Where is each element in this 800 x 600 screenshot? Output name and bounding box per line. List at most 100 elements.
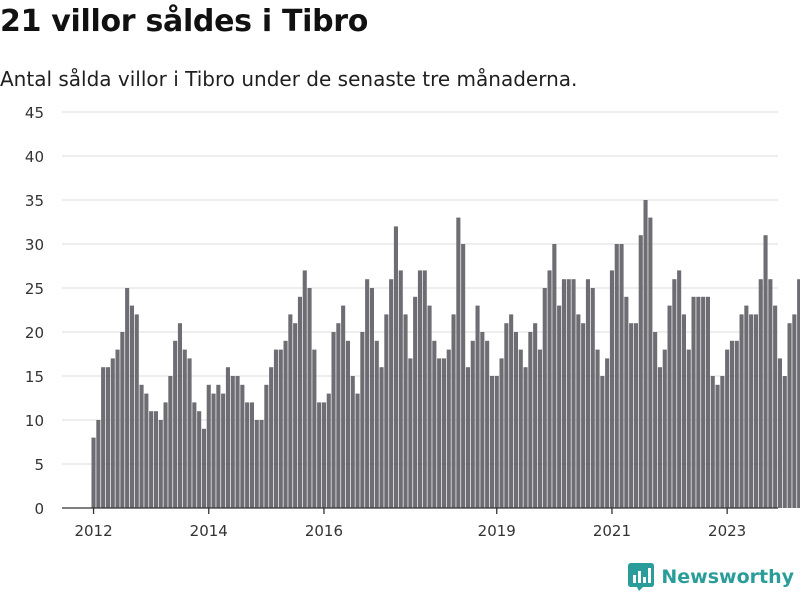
- bar: [753, 314, 758, 508]
- y-tick-label: 20: [25, 324, 44, 342]
- y-tick-label: 25: [25, 280, 44, 298]
- bar: [240, 384, 245, 508]
- bar: [581, 323, 586, 508]
- bar: [792, 314, 797, 508]
- bar: [369, 288, 374, 508]
- bar: [110, 358, 115, 508]
- bar: [619, 244, 624, 508]
- bar: [763, 235, 768, 508]
- bar: [518, 349, 523, 508]
- bar: [331, 332, 336, 508]
- bar: [230, 376, 235, 508]
- bar: [341, 305, 346, 508]
- bar: [691, 296, 696, 508]
- bar: [533, 323, 538, 508]
- bar: [571, 279, 576, 508]
- x-tick-label: 2012: [74, 522, 112, 540]
- bar: [350, 376, 355, 508]
- bar: [489, 376, 494, 508]
- bar: [749, 314, 754, 508]
- bar: [321, 402, 326, 508]
- bar: [192, 402, 197, 508]
- bar: [729, 340, 734, 508]
- bar: [787, 323, 792, 508]
- bar: [153, 411, 158, 508]
- bar: [624, 296, 629, 508]
- x-axis-ticks: 2012201420162019202120232025: [74, 508, 746, 540]
- brand-name: Newsworthy: [661, 566, 794, 588]
- bar: [336, 323, 341, 508]
- bar: [413, 296, 418, 508]
- bar: [705, 296, 710, 508]
- bar: [480, 332, 485, 508]
- bar: [379, 367, 384, 508]
- bar: [758, 279, 763, 508]
- newsworthy-logo-icon: [628, 563, 655, 591]
- bar: [677, 270, 682, 508]
- bar: [504, 323, 509, 508]
- y-tick-label: 15: [25, 368, 44, 386]
- y-axis-ticks: 0 5 10 15 20 25 30 35 40 45: [25, 104, 44, 518]
- bar: [389, 279, 394, 508]
- bar: [417, 270, 422, 508]
- bar: [461, 244, 466, 508]
- bar: [686, 349, 691, 508]
- bar: [360, 332, 365, 508]
- bar: [552, 244, 557, 508]
- y-tick-label: 35: [25, 192, 44, 210]
- bar: [653, 332, 658, 508]
- bar: [168, 376, 173, 508]
- bar: [739, 314, 744, 508]
- x-tick-label: 2019: [478, 522, 516, 540]
- bar: [283, 340, 288, 508]
- bar: [657, 367, 662, 508]
- bar: [206, 384, 211, 508]
- bar: [643, 200, 648, 508]
- brand-logo[interactable]: Newsworthy: [627, 562, 794, 592]
- y-tick-label: 40: [25, 148, 44, 166]
- bar: [187, 358, 192, 508]
- bar: [201, 428, 206, 508]
- bar: [302, 270, 307, 508]
- bar: [105, 367, 110, 508]
- bar: [523, 367, 528, 508]
- bar: [744, 305, 749, 508]
- bar: [576, 314, 581, 508]
- bar: [566, 279, 571, 508]
- bar: [163, 402, 168, 508]
- bar: [542, 288, 547, 508]
- bar: [297, 296, 302, 508]
- bar: [307, 288, 312, 508]
- bar: [600, 376, 605, 508]
- chart-title: 21 villor såldes i Tibro: [0, 4, 369, 39]
- bar: [561, 279, 566, 508]
- bar: [403, 314, 408, 508]
- bar: [528, 332, 533, 508]
- bar: [101, 367, 106, 508]
- bar: [710, 376, 715, 508]
- bar: [701, 296, 706, 508]
- bar: [547, 270, 552, 508]
- bar: [777, 358, 782, 508]
- bar: [408, 358, 413, 508]
- bar: [557, 305, 562, 508]
- bar: [614, 244, 619, 508]
- bar: [638, 235, 643, 508]
- chart-subtitle: Antal sålda villor i Tibro under de sena…: [0, 67, 578, 91]
- bar: [134, 314, 139, 508]
- bar: [235, 376, 240, 508]
- bar: [595, 349, 600, 508]
- bar: [374, 340, 379, 508]
- bar: [115, 349, 120, 508]
- bar: [365, 279, 370, 508]
- bar: [734, 340, 739, 508]
- bar: [225, 367, 230, 508]
- bar: [667, 305, 672, 508]
- bar: [139, 384, 144, 508]
- bar: [720, 376, 725, 508]
- bar: [264, 384, 269, 508]
- bar: [125, 288, 130, 508]
- bar: [197, 411, 202, 508]
- bar: [273, 349, 278, 508]
- bar: [475, 305, 480, 508]
